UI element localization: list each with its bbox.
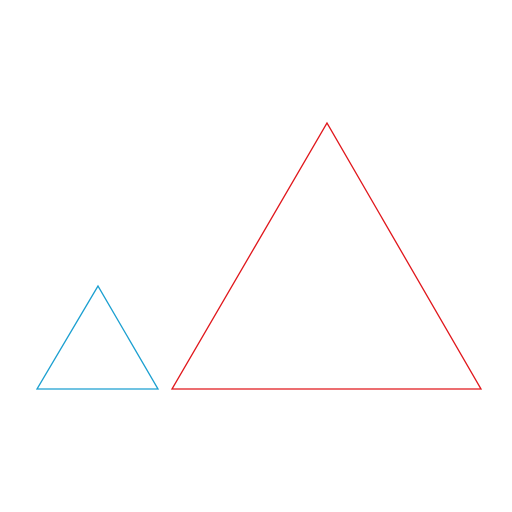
large-triangle [170,121,483,390]
small-triangle [35,284,160,390]
